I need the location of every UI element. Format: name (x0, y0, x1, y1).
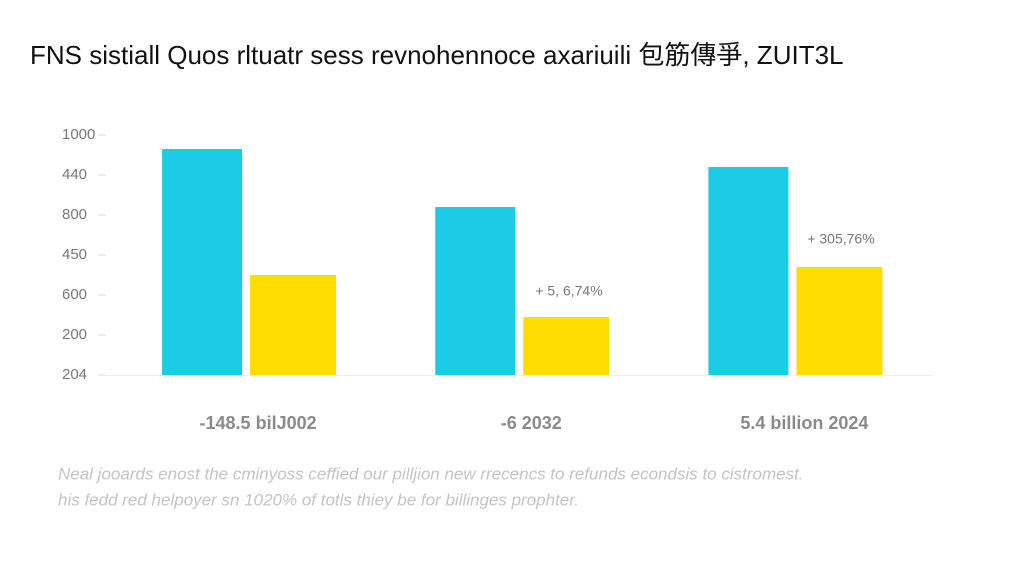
y-tick-label: 440 (62, 166, 87, 183)
y-tick-label: 204 (62, 366, 87, 383)
y-tick-label: 1000 (62, 126, 95, 143)
x-tick-label: 5.4 billion 2024 (740, 413, 868, 433)
y-tick-label: 800 (62, 206, 87, 223)
bar (796, 267, 883, 375)
bar (162, 149, 243, 375)
bar (523, 317, 610, 375)
y-tick-label: 600 (62, 286, 87, 303)
chart-title: FNS sistiall Quos rltuatr sess revnohenn… (30, 40, 844, 70)
annotation: + 5, 6,74% (535, 283, 602, 299)
y-tick-label: 200 (62, 326, 87, 343)
footnote: his fedd red helpoyer sn 1020% of totls … (58, 490, 579, 509)
bar (250, 275, 337, 375)
x-tick-label: -6 2032 (501, 413, 562, 433)
annotation: + 305,76% (807, 231, 874, 247)
y-tick-label: 450 (62, 246, 87, 263)
bar (708, 167, 789, 375)
bar (435, 207, 516, 375)
footnote: Neal jooards enost the cminyoss ceffied … (58, 464, 804, 483)
x-tick-label: -148.5 bilJ002 (200, 413, 317, 433)
